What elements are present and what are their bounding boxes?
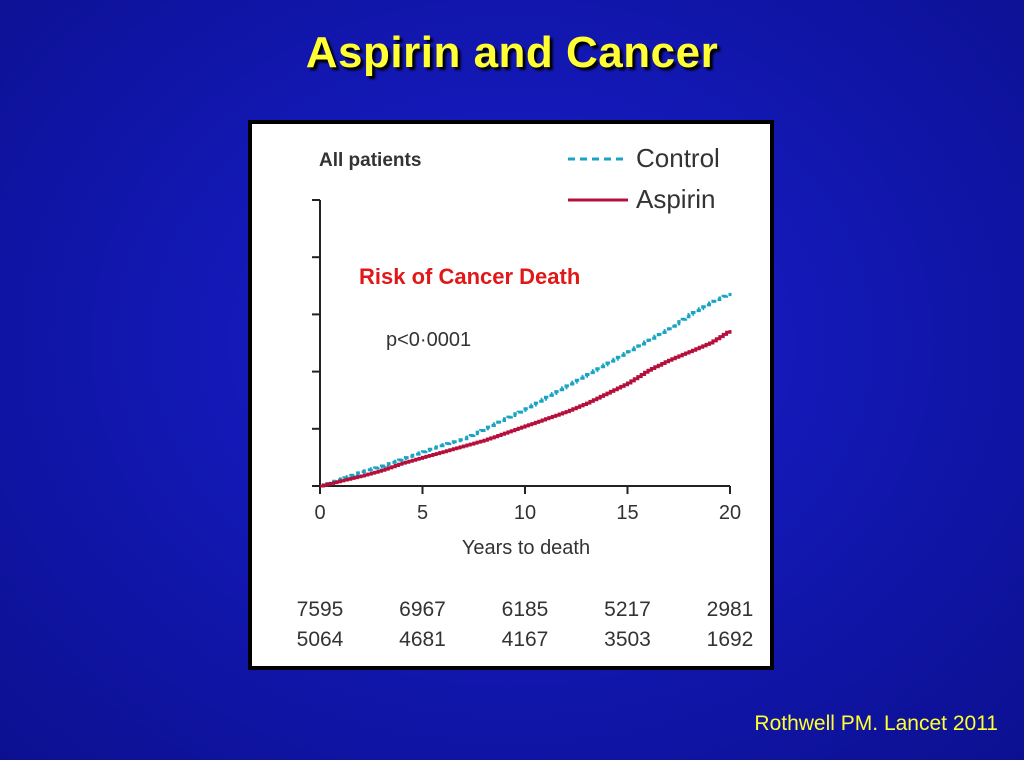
p-value: p<0·0001 <box>386 329 471 351</box>
risk-number: 7595 <box>297 598 344 621</box>
risk-number: 4681 <box>399 628 446 651</box>
legend-label-aspirin: Aspirin <box>636 184 715 214</box>
numbers-at-risk-table: 7595 6967 6185 5217 2981 5064 4681 4167 3503 1692 <box>297 598 754 651</box>
x-tick-label: 15 <box>616 502 638 524</box>
x-axis-label: Years to death <box>462 537 590 559</box>
legend-label-control: Control <box>636 143 720 173</box>
risk-number: 2981 <box>707 598 754 621</box>
series-line-control <box>320 292 732 488</box>
risk-number: 5064 <box>297 628 344 651</box>
series-line-aspirin <box>320 330 732 488</box>
x-tick-label: 10 <box>514 502 536 524</box>
risk-number: 5217 <box>604 598 651 621</box>
chart-axes: 0 5 10 15 20 <box>312 199 741 524</box>
x-tick-label: 0 <box>314 502 325 524</box>
risk-number: 6967 <box>399 598 446 621</box>
risk-number: 6185 <box>502 598 549 621</box>
citation: Rothwell PM. Lancet 2011 <box>754 712 998 735</box>
chart-series <box>320 292 732 488</box>
x-tick-label: 5 <box>417 502 428 524</box>
line-chart: 0 5 10 15 20 All patients Control Aspirin Ri… <box>297 143 754 651</box>
risk-number: 1692 <box>707 628 754 651</box>
panel-title: All patients <box>319 150 421 171</box>
chart-legend: Control Aspirin <box>568 143 720 214</box>
slide-title: Aspirin and Cancer <box>305 28 719 77</box>
risk-number: 4167 <box>502 628 549 651</box>
risk-number: 3503 <box>604 628 651 651</box>
chart-annotation: Risk of Cancer Death <box>359 264 580 289</box>
chart-panel: 0 5 10 15 20 All patients Control Aspirin Ri… <box>248 120 774 670</box>
x-tick-label: 20 <box>719 502 741 524</box>
